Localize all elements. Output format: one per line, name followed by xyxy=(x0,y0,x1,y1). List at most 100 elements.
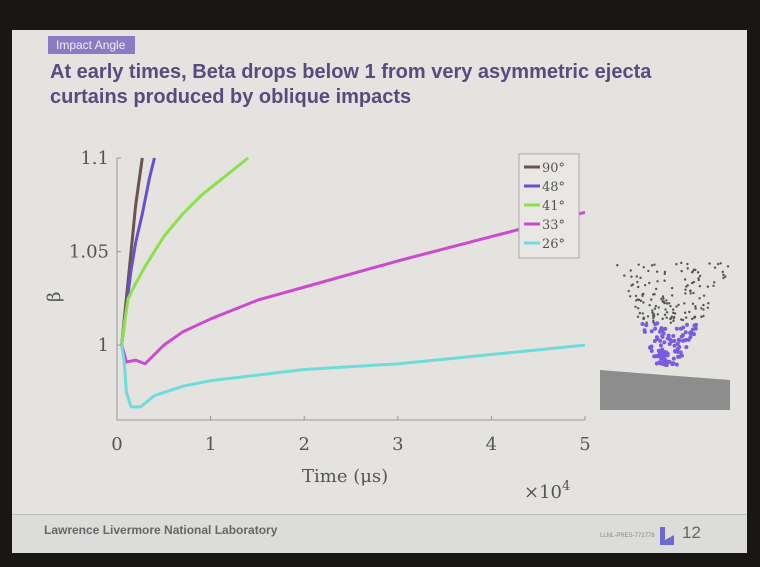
slide-title: At early times, Beta drops below 1 from … xyxy=(50,61,652,108)
legend-label: 90° xyxy=(542,161,565,176)
ejecta-particle xyxy=(700,307,703,310)
ejecta-particle xyxy=(679,353,684,358)
ejecta-particle xyxy=(669,339,674,344)
ejecta-particle xyxy=(651,309,654,312)
ejecta-particle xyxy=(684,292,687,295)
ejecta-particle xyxy=(680,318,683,321)
ejecta-particle xyxy=(683,330,688,335)
legend: 90° 48° 41° 33° 26° xyxy=(518,153,580,259)
ejecta-particle xyxy=(669,304,672,308)
x-tick-label: 4 xyxy=(486,434,497,455)
ejecta-particle xyxy=(646,315,650,318)
ejecta-particle xyxy=(706,306,710,309)
ejecta-particle xyxy=(649,329,654,334)
ejecta-particle xyxy=(674,362,679,367)
legend-label: 48° xyxy=(542,180,565,195)
ejecta-particle xyxy=(642,317,646,320)
ejecta-particle xyxy=(698,274,702,278)
ejecta-particle xyxy=(693,315,697,318)
ejecta-particle xyxy=(655,354,660,359)
ejecta-particle xyxy=(643,283,647,287)
document-code: LLNL-PRES-772778 xyxy=(600,533,655,539)
x-tick-label: 2 xyxy=(298,434,309,455)
ejecta-particle xyxy=(656,348,661,353)
ejecta-particle xyxy=(627,289,630,293)
series-line-26deg xyxy=(120,343,586,409)
ejecta-particle xyxy=(686,262,689,266)
ejecta-particle xyxy=(702,303,705,307)
ejecta-particle xyxy=(671,333,676,338)
y-tick-label: 1.05 xyxy=(69,242,109,263)
ejecta-particle xyxy=(664,362,669,367)
ejecta-particle xyxy=(700,315,703,319)
ejecta-particle xyxy=(697,278,700,282)
ejecta-particle xyxy=(696,271,700,274)
ejecta-particle xyxy=(663,272,666,276)
ejecta-particle xyxy=(681,318,685,322)
ejecta-particle xyxy=(634,294,638,298)
x-tick-label: 3 xyxy=(392,434,403,455)
ejecta-particle xyxy=(652,338,657,343)
ejecta-particle xyxy=(670,286,674,290)
ejecta-particle xyxy=(671,361,676,366)
y-tick-label: 1.1 xyxy=(80,148,109,169)
ejecta-particle xyxy=(653,322,658,327)
ejecta-particle xyxy=(654,304,658,308)
ejecta-particle xyxy=(681,338,686,343)
ejecta-particle xyxy=(660,349,665,354)
section-tag: Impact Angle xyxy=(48,36,136,54)
ejecta-particle xyxy=(653,307,657,310)
ejecta-particle xyxy=(692,323,697,328)
ejecta-particle xyxy=(677,303,680,307)
ejecta-particle xyxy=(702,294,706,297)
ejecta-particle xyxy=(653,293,656,296)
ejecta-particle xyxy=(716,262,720,266)
ejecta-particle xyxy=(661,331,666,336)
x-axis-label: Time (μs) xyxy=(302,466,388,487)
x-tick-label: 1 xyxy=(205,434,216,455)
ejecta-particle xyxy=(652,317,655,320)
ejecta-particle xyxy=(677,345,682,350)
ejecta-particle xyxy=(684,345,689,350)
ejecta-particle xyxy=(708,262,711,265)
ejecta-particle xyxy=(672,317,675,320)
x-tick-label: 5 xyxy=(579,434,590,455)
ejecta-particle xyxy=(671,308,675,311)
ejecta-particle xyxy=(692,291,695,295)
beta-chart: 0 1 2 3 4 5 1.1 1.05 1 90° 48° 41° 33° 26° Time (μs)… xyxy=(44,148,730,503)
ejecta-particle xyxy=(675,263,678,266)
ejecta-particle xyxy=(642,266,645,269)
ejecta-particle xyxy=(669,321,673,324)
surface-shape xyxy=(600,370,730,410)
ejecta-particle xyxy=(691,302,695,306)
series-lines xyxy=(120,156,586,409)
ejecta-particle xyxy=(663,326,668,331)
ejecta-particle xyxy=(686,337,691,342)
ejecta-particle xyxy=(670,315,673,318)
ejecta-particle xyxy=(669,317,672,321)
ejecta-particle xyxy=(641,294,644,298)
ejecta-particle xyxy=(684,288,687,291)
ejecta-particle xyxy=(693,326,698,331)
ejecta-particle xyxy=(668,302,671,305)
ejecta-particle xyxy=(642,292,645,296)
ejecta-particle xyxy=(666,359,671,364)
ejecta-particle xyxy=(702,314,705,318)
ejecta-particle xyxy=(653,263,656,266)
ejecta-particle xyxy=(726,265,730,268)
ejecta-particle xyxy=(659,357,664,362)
ejecta-particle xyxy=(662,297,665,300)
ejecta-particle xyxy=(672,311,675,315)
ejecta-particle xyxy=(637,263,640,266)
lab-name: Lawrence Livermore National Laboratory xyxy=(44,523,278,537)
ejecta-particle xyxy=(694,268,697,272)
ejecta-particle xyxy=(685,285,688,288)
ejecta-particle xyxy=(665,336,670,341)
slide: Impact Angle At early times, Beta drops … xyxy=(12,30,747,553)
ejecta-particle xyxy=(674,326,679,331)
legend-label: 33° xyxy=(542,218,565,233)
ejecta-particle xyxy=(712,284,715,288)
ejecta-particle xyxy=(657,329,662,334)
ejecta-particle xyxy=(656,280,659,283)
ejecta-particle xyxy=(689,292,692,295)
